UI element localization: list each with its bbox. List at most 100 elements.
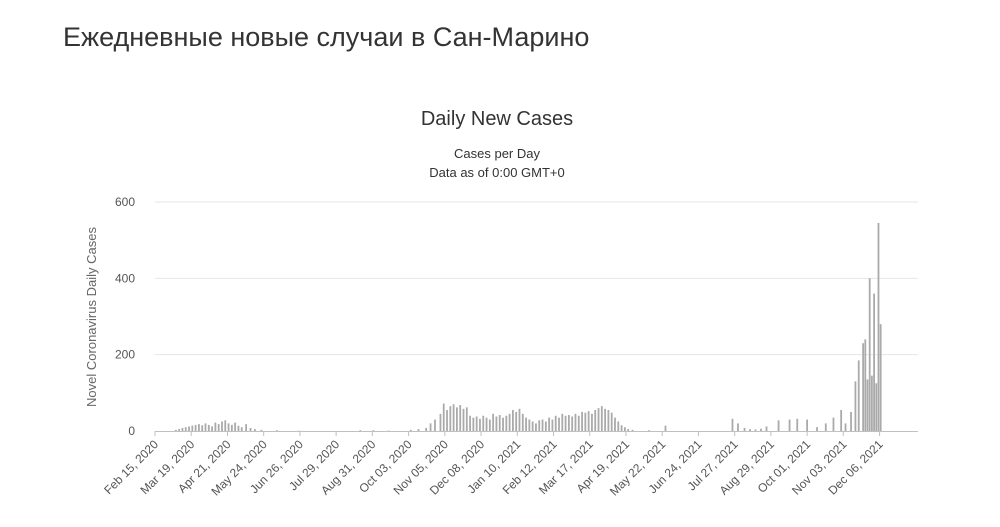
bar [587,411,590,431]
bar [857,360,860,431]
bar [743,427,746,431]
bar [204,423,207,431]
bar [538,420,541,431]
bar [788,419,791,431]
bar [806,419,809,431]
bar [462,408,465,431]
bar [214,422,217,431]
bar [873,293,875,431]
bar [191,425,194,431]
bar [607,410,610,431]
bar [571,416,574,431]
bar [434,419,436,431]
bar [181,427,184,431]
bar [614,417,616,431]
bar [535,423,537,431]
bar [188,426,190,431]
bar [465,407,468,431]
bar [512,410,514,431]
bar [631,429,634,431]
bar [207,424,210,431]
y-tick-label: 600 [115,195,135,209]
bar [260,429,263,431]
bar [505,415,508,431]
bar [488,419,491,431]
bar [359,430,362,431]
bar [623,427,626,431]
bar [600,406,603,431]
bar [237,425,240,431]
bar [564,415,567,431]
bar [456,407,458,431]
bar [581,411,583,431]
bar [227,423,230,431]
chart-title: Daily New Cases [421,108,573,130]
bar [508,413,511,431]
bar [194,424,197,431]
bar [178,429,181,431]
bar [617,421,620,431]
bar [449,406,452,431]
bar [469,415,471,431]
bar [234,422,237,431]
bar [211,426,213,431]
bar [275,430,278,431]
bar [452,404,455,431]
y-tick-label: 0 [128,424,135,438]
bar [754,429,757,431]
y-tick-label: 400 [115,271,135,285]
bar [765,426,768,431]
chart-subtitle-line-1: Cases per Day [454,146,540,161]
bar [502,417,504,431]
bar [446,410,448,431]
bar [245,424,248,431]
gridlines [155,201,918,356]
bar [850,411,852,431]
bar [521,413,524,431]
bar [459,405,462,431]
bar [620,425,623,431]
bar [870,375,873,431]
bar [525,417,527,431]
bar [760,428,762,431]
bar [866,379,869,431]
bar [594,410,597,431]
bar [610,412,613,431]
bar [862,343,865,431]
bar [184,427,187,431]
bar [442,403,445,431]
bar [864,339,867,431]
bar [840,410,843,431]
bar [472,417,475,431]
bar [372,430,375,431]
bar [584,412,587,431]
bar [824,423,827,431]
bar [854,381,857,431]
bar [832,417,835,431]
bar [221,421,223,431]
bar [548,417,551,431]
bar [844,423,847,431]
bar [816,427,818,431]
bar [518,408,521,431]
bar [749,429,751,431]
bar [554,415,557,431]
bar [498,414,501,431]
y-axis-ticks: 0 200 400 600 [115,195,135,438]
bar [429,423,432,431]
bar [531,421,534,431]
bar [254,429,256,431]
bar [230,424,233,431]
bar [664,425,667,431]
bar [495,416,498,431]
bar [558,417,560,431]
bar [567,414,570,431]
bar [879,324,882,431]
bar [217,424,220,431]
y-tick-label: 200 [115,348,135,362]
bar [577,415,580,431]
bar [198,424,200,431]
bar [627,429,630,431]
